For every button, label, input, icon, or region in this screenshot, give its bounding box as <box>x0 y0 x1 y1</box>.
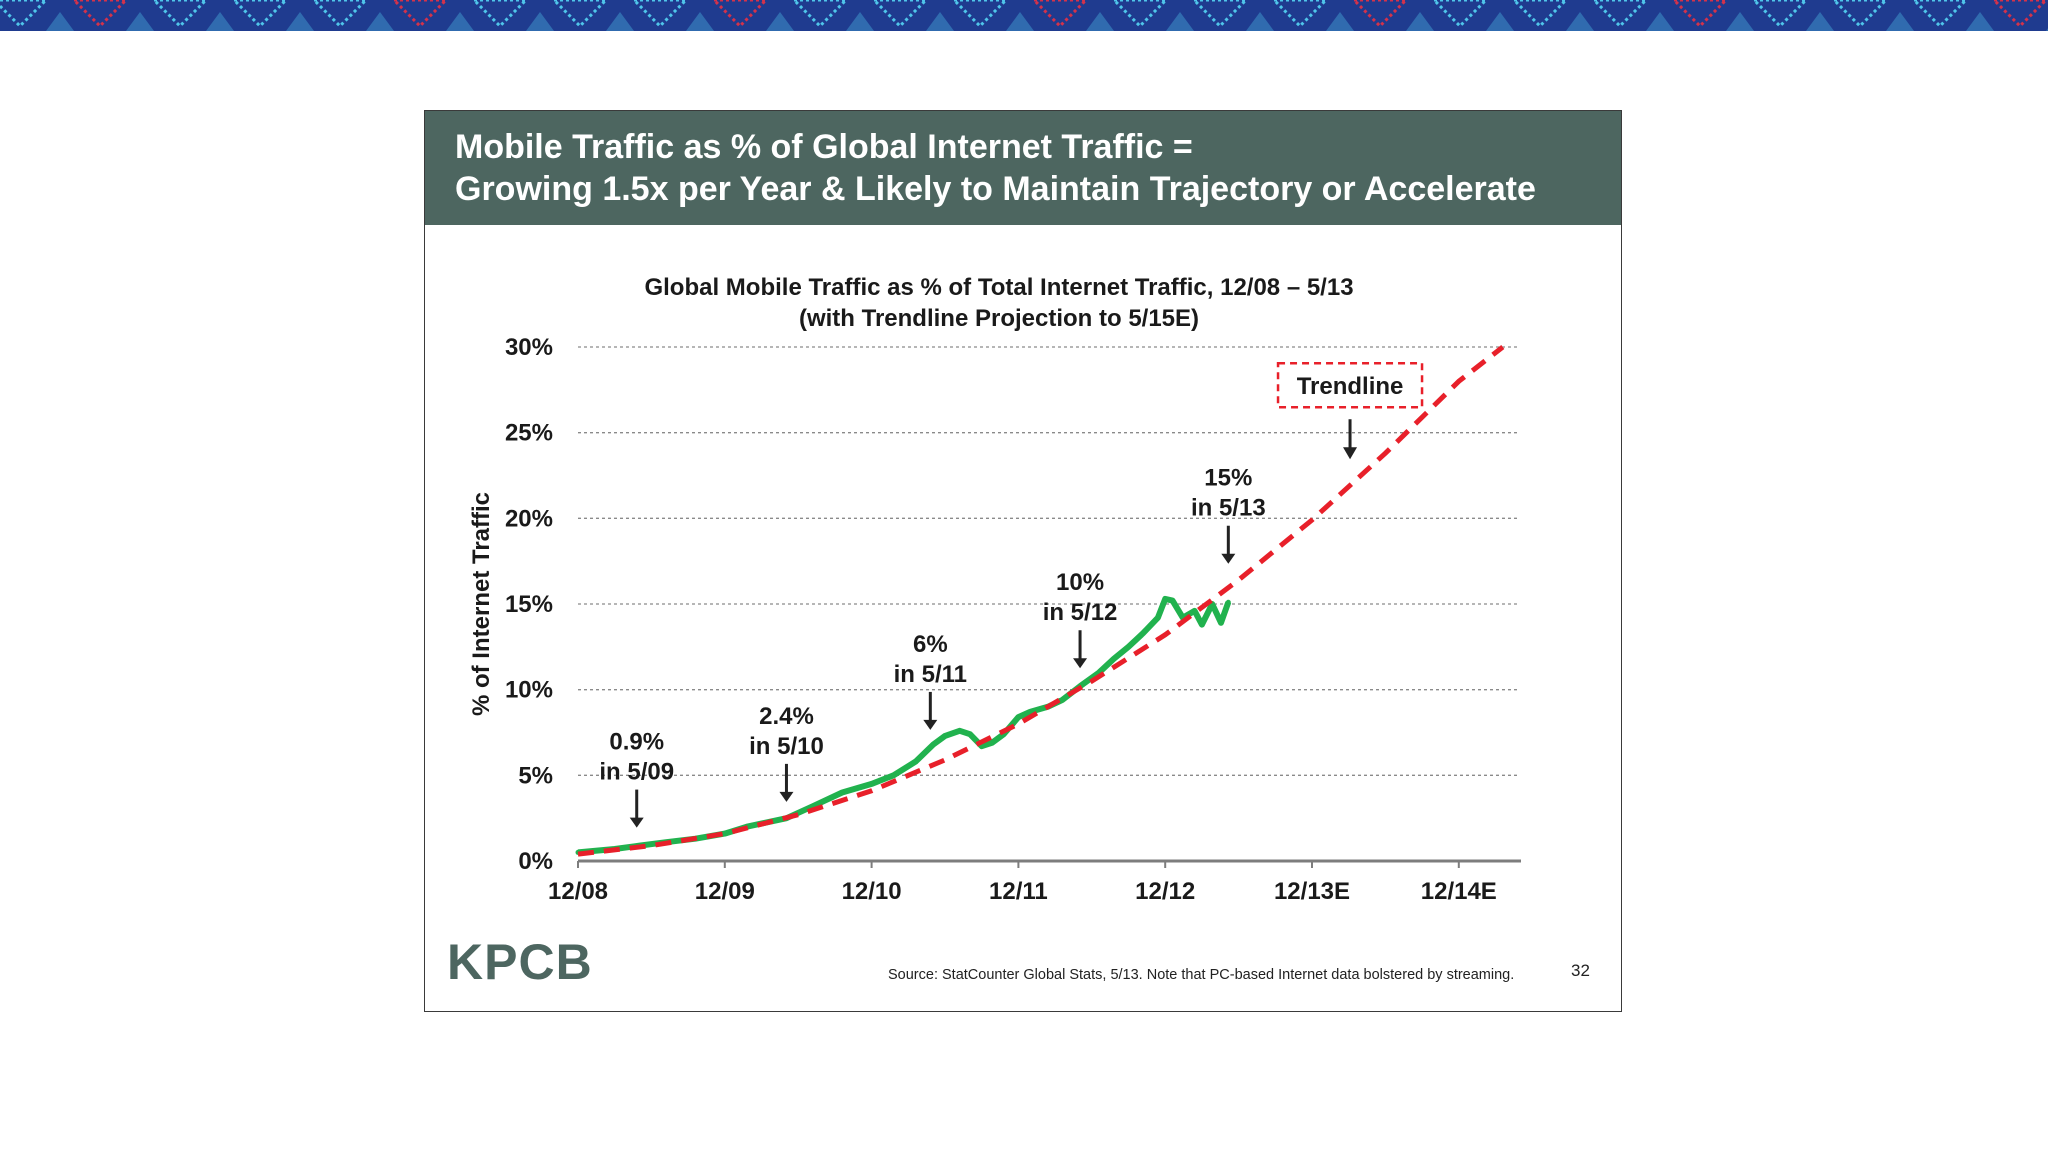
x-tick-label: 12/13E <box>1274 878 1350 905</box>
data-point <box>1192 608 1198 614</box>
slide-number: 32 <box>1571 961 1590 980</box>
data-point <box>957 728 963 734</box>
kpcb-logo: KPCB <box>447 934 593 990</box>
banner-triangle <box>686 12 714 31</box>
data-point <box>967 731 973 737</box>
annotation-value: 15% <box>1204 465 1252 492</box>
annotation-value: 2.4% <box>759 703 814 730</box>
y-axis-label: % of Internet Traffic <box>468 492 495 716</box>
data-point <box>1170 598 1176 604</box>
chart-title: Global Mobile Traffic as % of Total Inte… <box>644 274 1353 301</box>
annotation-arrowhead <box>1221 553 1236 564</box>
banner-triangle <box>1646 12 1674 31</box>
annotation-arrowhead <box>923 719 938 730</box>
data-point <box>1027 709 1033 715</box>
slide: Mobile Traffic as % of Global Internet T… <box>424 110 1622 1012</box>
banner-triangle <box>526 12 554 31</box>
y-tick-label: 0% <box>518 848 553 875</box>
data-point <box>1126 644 1131 650</box>
banner-triangle <box>1086 12 1114 31</box>
y-tick-label: 10% <box>505 677 553 704</box>
data-point <box>989 740 995 746</box>
annotation-arrowhead <box>779 791 794 802</box>
banner-triangle <box>846 12 874 31</box>
annotation-period: in 5/12 <box>1043 599 1118 626</box>
banner-triangle <box>1166 12 1194 31</box>
annotation-value: 0.9% <box>609 729 664 756</box>
data-point <box>1218 620 1224 626</box>
mobile-traffic-series <box>577 595 1232 856</box>
data-point <box>1162 596 1168 602</box>
y-tick-label: 15% <box>505 591 553 618</box>
data-point <box>1059 697 1065 703</box>
data-point <box>1225 599 1231 605</box>
banner-triangle <box>1006 12 1034 31</box>
annotation-period: in 5/11 <box>894 661 967 688</box>
banner-triangle <box>46 12 74 31</box>
banner-triangle <box>766 12 794 31</box>
annotation-value: 6% <box>913 631 948 658</box>
x-tick-label: 12/12 <box>1135 878 1195 905</box>
source-note: Source: StatCounter Global Stats, 5/13. … <box>888 967 1515 983</box>
trendline-label-box <box>1276 361 1424 409</box>
x-tick-label: 12/08 <box>548 878 608 905</box>
banner-triangle <box>1566 12 1594 31</box>
banner-triangle <box>1886 12 1914 31</box>
data-point <box>930 741 936 747</box>
x-tick-label: 12/10 <box>842 878 902 905</box>
y-tick-label: 25% <box>505 420 553 447</box>
banner-triangle <box>1406 12 1434 31</box>
data-point <box>1199 622 1205 628</box>
banner-triangle <box>206 12 234 31</box>
banner-background <box>0 0 2048 31</box>
data-point <box>1111 656 1117 662</box>
line-chart: Global Mobile Traffic as % of Total Inte… <box>468 274 1521 905</box>
y-tick-label: 5% <box>518 762 553 789</box>
data-point <box>891 772 897 778</box>
trendline-arrowhead <box>1343 447 1358 460</box>
data-point <box>942 733 948 739</box>
x-tick-label: 12/14E <box>1421 878 1497 905</box>
banner-triangle <box>606 12 634 31</box>
data-point <box>869 781 875 787</box>
trendline-label: Trendline <box>1297 373 1404 400</box>
decorative-pattern-banner <box>0 0 2048 31</box>
annotation-value: 10% <box>1056 569 1104 596</box>
annotation-arrowhead <box>629 817 644 828</box>
banner-triangle <box>926 12 954 31</box>
slide-title: Mobile Traffic as % of Global Internet T… <box>455 128 1193 166</box>
slide-header: Mobile Traffic as % of Global Internet T… <box>425 111 1621 225</box>
slide-subtitle: Growing 1.5x per Year & Likely to Mainta… <box>455 170 1536 208</box>
banner-triangle <box>1326 12 1354 31</box>
banner-triangle <box>1246 12 1274 31</box>
banner-triangle <box>366 12 394 31</box>
data-point <box>1015 714 1021 720</box>
banner-triangle <box>1966 12 1994 31</box>
annotation-period: in 5/09 <box>599 759 674 786</box>
banner-triangle <box>1806 12 1834 31</box>
data-point <box>1140 630 1146 636</box>
x-tick-label: 12/09 <box>695 878 755 905</box>
data-point <box>913 759 919 765</box>
x-tick-label: 12/11 <box>989 878 1048 905</box>
data-point <box>722 831 728 837</box>
data-point <box>839 789 845 795</box>
annotation-period: in 5/10 <box>749 733 824 760</box>
banner-triangle <box>1726 12 1754 31</box>
chart-subtitle: (with Trendline Projection to 5/15E) <box>799 305 1199 332</box>
banner-triangle <box>286 12 314 31</box>
annotation-period: in 5/13 <box>1191 495 1266 522</box>
banner-triangle <box>126 12 154 31</box>
y-tick-label: 20% <box>505 505 553 532</box>
banner-triangle <box>446 12 474 31</box>
data-point <box>1155 615 1161 621</box>
trendline-series <box>577 345 1505 857</box>
y-tick-label: 30% <box>505 334 553 361</box>
annotation-arrowhead <box>1073 658 1088 669</box>
banner-triangle <box>1486 12 1514 31</box>
